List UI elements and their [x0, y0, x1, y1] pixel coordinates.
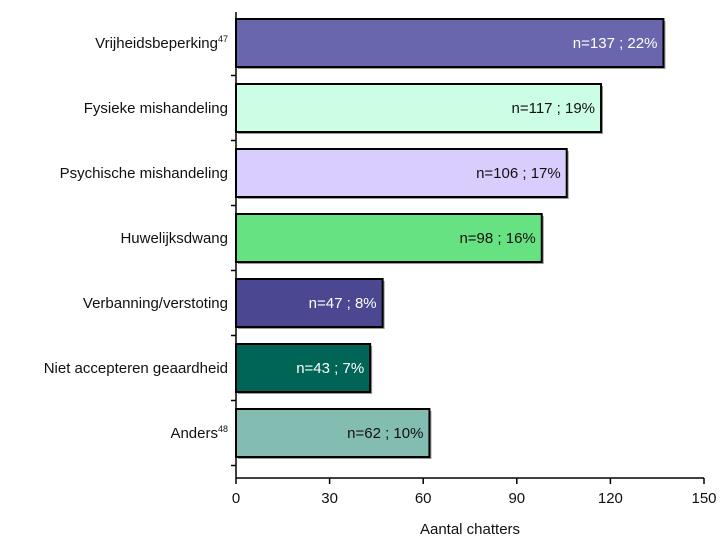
bar: [235, 408, 431, 458]
bar: [235, 148, 568, 198]
x-tick-label: 0: [232, 490, 240, 507]
bar-data-label: n=117 ; 19%: [511, 100, 595, 117]
bar-data-label: n=43 ; 7%: [296, 360, 364, 377]
bar: [235, 18, 665, 68]
x-tick-label: 30: [321, 490, 338, 507]
category-label: Niet accepteren geaardheid: [44, 360, 228, 377]
bars: n=137 ; 22% n=117 ; 19% n=106 ; 17% n=98 ; …: [231, 18, 666, 467]
x-tick-label: 60: [415, 490, 432, 507]
bar-data-label: n=62 ; 10%: [347, 425, 423, 442]
x-axis-ticks: 0 30 60 90 120 150: [232, 478, 717, 507]
bar: [235, 278, 384, 328]
bar-data-label: n=106 ; 17%: [476, 165, 561, 182]
x-tick-label: 120: [598, 490, 623, 507]
x-tick-label: 150: [691, 490, 716, 507]
category-label: Vrijheidsbeperking47: [95, 34, 228, 52]
category-label: Anders48: [170, 424, 228, 442]
x-axis-title: Aantal chatters: [420, 521, 520, 538]
bar-data-label: n=47 ; 8%: [309, 295, 377, 312]
category-labels: Vrijheidsbeperking47 Fysieke mishandeling…: [44, 34, 228, 442]
category-label: Psychische mishandeling: [60, 165, 228, 182]
category-label: Fysieke mishandeling: [84, 100, 228, 117]
x-tick-label: 90: [508, 490, 525, 507]
category-label: Huwelijksdwang: [120, 230, 228, 247]
bar-data-label: n=98 ; 16%: [459, 230, 535, 247]
category-label: Verbanning/verstoting: [83, 295, 228, 312]
bar-data-label: n=137 ; 22%: [573, 35, 658, 52]
bar: [235, 213, 543, 263]
